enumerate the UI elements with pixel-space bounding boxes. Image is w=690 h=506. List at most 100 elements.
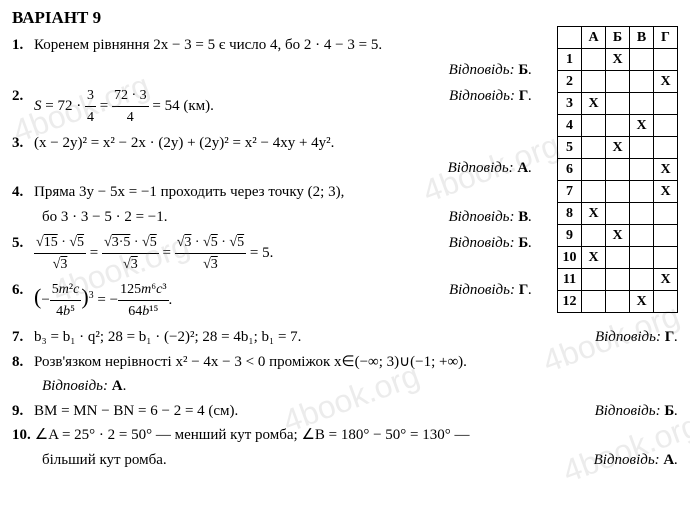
grid-cell bbox=[654, 291, 678, 313]
problem-number: 7. bbox=[12, 326, 30, 349]
grid-cell: X bbox=[582, 247, 606, 269]
problem-number: 10. bbox=[12, 424, 31, 447]
problem-8: 8. Розв'язком нерівності x² − 4x − 3 < 0… bbox=[12, 351, 678, 374]
answer: Відповідь: Г. bbox=[449, 279, 532, 302]
problem-text: BM = MN − BN = 6 − 2 = 4 (см). bbox=[34, 400, 595, 423]
grid-cell bbox=[582, 49, 606, 71]
problem-number: 6. bbox=[12, 279, 30, 302]
grid-cell: X bbox=[630, 115, 654, 137]
problem-7: 7. b₃ = b₁ · q²; 28 = b₁ · (−2)²; 28 = 4… bbox=[12, 326, 678, 349]
grid-cell bbox=[606, 269, 630, 291]
problem-9: 9. BM = MN − BN = 6 − 2 = 4 (см). Відпов… bbox=[12, 400, 678, 423]
answer: Відповідь: А. bbox=[594, 449, 678, 472]
grid-cell: X bbox=[630, 291, 654, 313]
grid-rownum: 2 bbox=[558, 71, 582, 93]
grid-cell: X bbox=[654, 181, 678, 203]
grid-cell: X bbox=[606, 49, 630, 71]
grid-cell: X bbox=[654, 269, 678, 291]
answer: Відповідь: Г. bbox=[449, 85, 532, 108]
problem-1: 1. Коренем рівняння 2x − 3 = 5 є число 4… bbox=[12, 34, 532, 57]
grid-rownum: 12 bbox=[558, 291, 582, 313]
grid-header: Б bbox=[606, 27, 630, 49]
grid-cell bbox=[606, 203, 630, 225]
grid-rownum: 10 bbox=[558, 247, 582, 269]
grid-cell bbox=[606, 115, 630, 137]
problem-number: 2. bbox=[12, 85, 30, 108]
grid-header bbox=[558, 27, 582, 49]
grid-rownum: 7 bbox=[558, 181, 582, 203]
grid-rownum: 5 bbox=[558, 137, 582, 159]
grid-cell bbox=[654, 49, 678, 71]
problem-text: бо 3 · 3 − 5 · 2 = −1. bbox=[42, 206, 448, 229]
grid-cell bbox=[654, 137, 678, 159]
answer-line: Відповідь: А. bbox=[42, 375, 678, 398]
problem-text: b₃ = b₁ · q²; 28 = b₁ · (−2)²; 28 = 4b₁;… bbox=[34, 326, 595, 349]
grid-header: А bbox=[582, 27, 606, 49]
grid-cell: X bbox=[654, 71, 678, 93]
problems-list: 1. Коренем рівняння 2x − 3 = 5 є число 4… bbox=[12, 34, 532, 322]
grid-cell: X bbox=[582, 93, 606, 115]
answer-grid: А Б В Г 1X 2X 3X 4X 5X 6X 7X 8X 9X 10X 1… bbox=[557, 26, 678, 313]
problem-2: 2. S = 72 · 34 = 72 · 34 = 54 (км). Відп… bbox=[12, 85, 532, 128]
grid-rownum: 11 bbox=[558, 269, 582, 291]
problem-number: 5. bbox=[12, 232, 30, 255]
problem-number: 3. bbox=[12, 132, 30, 155]
answer: Відповідь: Б. bbox=[595, 400, 678, 423]
grid-cell bbox=[606, 247, 630, 269]
grid-cell bbox=[630, 181, 654, 203]
grid-rownum: 8 bbox=[558, 203, 582, 225]
problem-text: Розв'язком нерівності x² − 4x − 3 < 0 пр… bbox=[34, 351, 678, 374]
grid-cell bbox=[606, 181, 630, 203]
grid-cell bbox=[606, 291, 630, 313]
problem-text: більший кут ромба. bbox=[42, 449, 594, 472]
grid-cell bbox=[582, 71, 606, 93]
grid-rownum: 3 bbox=[558, 93, 582, 115]
grid-cell bbox=[630, 93, 654, 115]
grid-cell bbox=[582, 137, 606, 159]
grid-cell bbox=[630, 159, 654, 181]
problem-text: Пряма 3y − 5x = −1 проходить через точку… bbox=[34, 181, 532, 204]
grid-cell: X bbox=[606, 137, 630, 159]
problem-text: S = 72 · 34 = 72 · 34 = 54 (км). bbox=[34, 85, 449, 128]
problem-10: 10. ∠A = 25° · 2 = 50° — менший кут ромб… bbox=[12, 424, 678, 447]
grid-cell bbox=[582, 291, 606, 313]
problem-5: 5. √15 · √5√3 = √3·5 · √5√3 = √3 · √5 · … bbox=[12, 232, 532, 275]
answer: Відповідь: В. bbox=[448, 206, 532, 229]
problem-text: ∠A = 25° · 2 = 50° — менший кут ромба; ∠… bbox=[35, 424, 678, 447]
grid-cell: X bbox=[606, 225, 630, 247]
grid-cell bbox=[630, 269, 654, 291]
problem-text: Коренем рівняння 2x − 3 = 5 є число 4, б… bbox=[34, 34, 532, 57]
problem-6: 6. (−5m²c4b⁵)3 = −125m⁶c³64b¹⁵. Відповід… bbox=[12, 279, 532, 322]
answer: Відповідь: А. bbox=[448, 157, 532, 180]
problems-list-full: 7. b₃ = b₁ · q²; 28 = b₁ · (−2)²; 28 = 4… bbox=[12, 326, 678, 471]
grid-cell bbox=[582, 181, 606, 203]
problem-text: (−5m²c4b⁵)3 = −125m⁶c³64b¹⁵. bbox=[34, 279, 449, 322]
problem-number: 8. bbox=[12, 351, 30, 374]
answer: Відповідь: Г. bbox=[595, 326, 678, 349]
grid-rownum: 9 bbox=[558, 225, 582, 247]
answer: Відповідь: Б. bbox=[449, 59, 532, 82]
grid-cell bbox=[654, 203, 678, 225]
grid-cell bbox=[654, 247, 678, 269]
grid-cell bbox=[606, 93, 630, 115]
problem-number: 1. bbox=[12, 34, 30, 57]
grid-cell bbox=[654, 225, 678, 247]
grid-cell bbox=[630, 49, 654, 71]
grid-header: Г bbox=[654, 27, 678, 49]
answer: Відповідь: Б. bbox=[449, 232, 532, 255]
grid-cell bbox=[630, 203, 654, 225]
grid-rownum: 1 bbox=[558, 49, 582, 71]
grid-cell bbox=[582, 159, 606, 181]
problem-text: √15 · √5√3 = √3·5 · √5√3 = √3 · √5 · √5√… bbox=[34, 232, 449, 275]
grid-cell bbox=[654, 115, 678, 137]
grid-rownum: 6 bbox=[558, 159, 582, 181]
grid-cell bbox=[582, 225, 606, 247]
problem-text: (x − 2y)² = x² − 2x · (2y) + (2y)² = x² … bbox=[34, 132, 532, 155]
grid-cell bbox=[630, 71, 654, 93]
grid-cell: X bbox=[654, 159, 678, 181]
grid-cell bbox=[582, 269, 606, 291]
grid-cell bbox=[630, 137, 654, 159]
problem-4: 4. Пряма 3y − 5x = −1 проходить через то… bbox=[12, 181, 532, 204]
grid-cell bbox=[654, 93, 678, 115]
variant-title: ВАРІАНТ 9 bbox=[12, 8, 678, 28]
